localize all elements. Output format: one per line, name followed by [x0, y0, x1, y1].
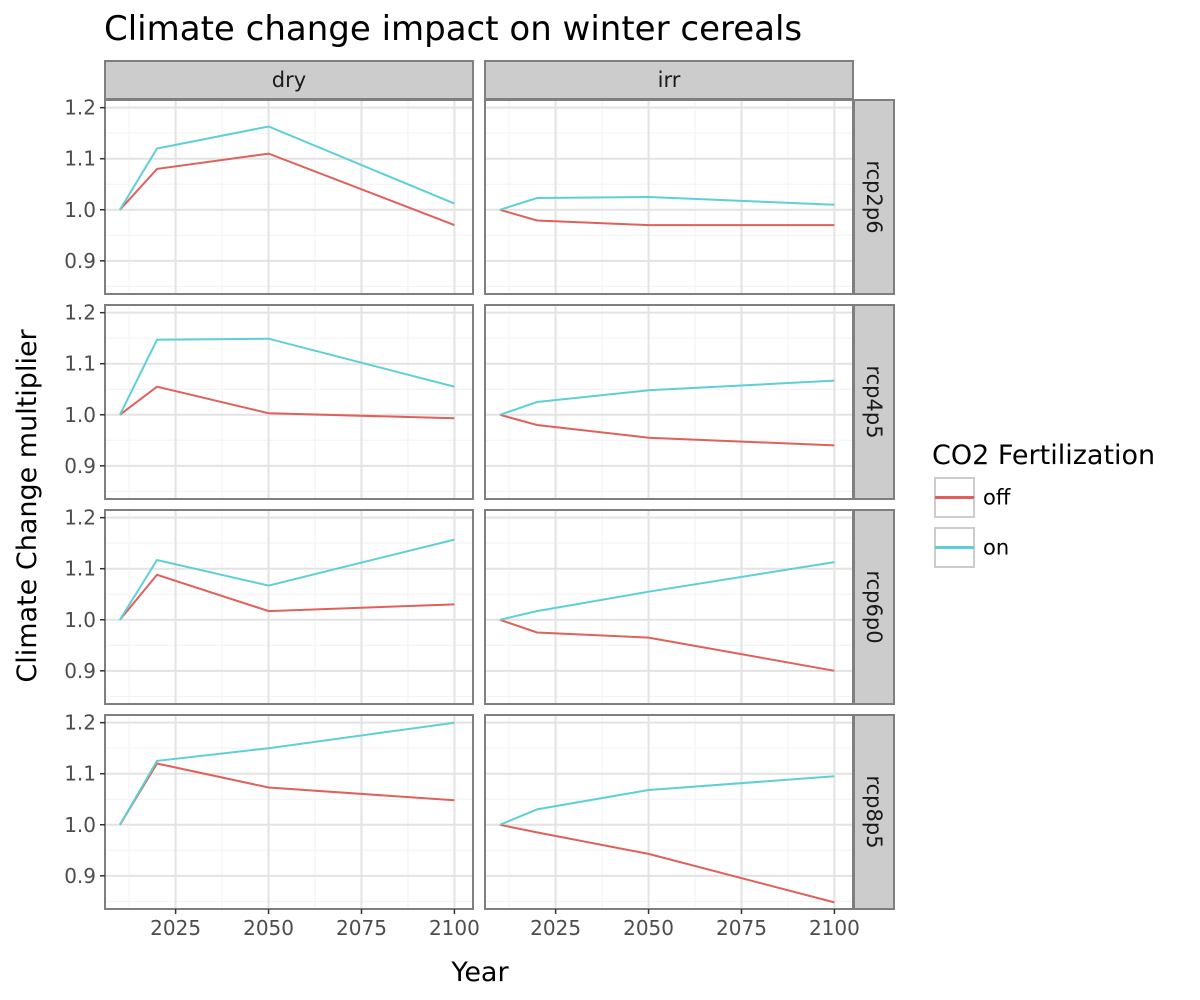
panel-border — [104, 304, 474, 500]
x-tick-label: 2050 — [243, 916, 294, 940]
x-tick-label: 2100 — [809, 916, 860, 940]
y-tick-label: 1.2 — [64, 301, 96, 325]
y-tick-label: 0.9 — [64, 864, 96, 888]
col-strip-label: irr — [658, 68, 681, 92]
series-line-off — [119, 385, 455, 420]
row-strip-rcp8p5 — [853, 714, 895, 910]
row-strip-label: rcp8p5 — [862, 775, 886, 848]
series-line-off — [499, 823, 835, 904]
chart-title: Climate change impact on winter cereals — [104, 9, 802, 49]
series-line-off — [119, 573, 455, 621]
row-strip-rcp4p5 — [853, 304, 895, 500]
legend: CO2 Fertilization off on — [932, 440, 1155, 568]
y-tick-label: 1.2 — [64, 506, 96, 530]
legend-label: on — [983, 536, 1009, 560]
series-line-off — [499, 208, 835, 227]
y-tick-label: 1.1 — [64, 557, 96, 581]
series-line-on — [119, 538, 455, 621]
x-tick-label: 2025 — [150, 916, 201, 940]
series-line-on — [119, 125, 455, 211]
legend-title: CO2 Fertilization — [932, 440, 1155, 471]
legend-label: off — [983, 486, 1011, 510]
series-line-on — [119, 721, 455, 826]
panel-irr-rcp6p0 — [484, 509, 854, 705]
panel-border — [104, 509, 474, 705]
series-line-on — [119, 337, 455, 416]
panel-dry-rcp4p5 — [104, 304, 474, 500]
series-line-off — [119, 152, 455, 227]
panel-irr-rcp2p6 — [484, 99, 854, 295]
legend-entry-off: off — [934, 477, 1011, 518]
y-tick-label: 1.0 — [64, 198, 96, 222]
y-tick-label: 1.0 — [64, 608, 96, 632]
row-strip-label: rcp4p5 — [862, 365, 886, 438]
col-strip-irr — [484, 60, 854, 100]
y-tick-label: 0.9 — [64, 454, 96, 478]
row-strip-label: rcp2p6 — [862, 160, 886, 233]
panel-irr-rcp4p5 — [484, 304, 854, 500]
panel-border — [104, 714, 474, 910]
series-line-off — [499, 413, 835, 447]
x-axis-title: Year — [450, 957, 509, 988]
col-strip-dry — [104, 60, 474, 100]
facet-panels — [104, 99, 854, 910]
y-tick-label: 1.2 — [64, 711, 96, 735]
row-strip-rcp6p0 — [853, 509, 895, 705]
panel-dry-rcp2p6 — [104, 99, 474, 295]
x-tick-label: 2075 — [716, 916, 767, 940]
x-tick-label: 2100 — [429, 916, 480, 940]
y-tick-label: 1.0 — [64, 813, 96, 837]
panel-irr-rcp8p5 — [484, 714, 854, 910]
y-tick-label: 1.1 — [64, 762, 96, 786]
x-tick-label: 2025 — [530, 916, 581, 940]
series-line-on — [499, 195, 835, 211]
y-tick-label: 1.1 — [64, 147, 96, 171]
y-axis-title: Climate Change multiplier — [12, 328, 43, 682]
row-strip-label: rcp6p0 — [862, 570, 886, 643]
legend-entry-on: on — [934, 527, 1009, 568]
y-tick-label: 0.9 — [64, 659, 96, 683]
x-axis-ticks: 2025 2050 2075 2100 2025 2050 2075 2100 — [150, 909, 860, 940]
row-strip-rcp2p6 — [853, 99, 895, 295]
facet-strips: rcp2p6 rcp4p5 rcp6p0 rcp8p5 dry irr — [104, 60, 895, 910]
series-line-on — [499, 561, 835, 621]
panel-dry-rcp6p0 — [104, 509, 474, 705]
panel-dry-rcp8p5 — [104, 714, 474, 910]
x-tick-label: 2050 — [623, 916, 674, 940]
y-tick-label: 1.0 — [64, 403, 96, 427]
series-line-on — [499, 775, 835, 826]
y-tick-label: 1.1 — [64, 352, 96, 376]
series-line-off — [499, 618, 835, 672]
col-strip-label: dry — [272, 68, 306, 92]
x-tick-label: 2075 — [336, 916, 387, 940]
series-line-on — [499, 379, 835, 416]
y-tick-label: 1.2 — [64, 96, 96, 120]
y-axis-ticks: 0.9 1.0 1.1 1.2 0.9 1.0 1.1 1.2 0.9 1.0 1.1 1.2 0.9 1… — [64, 96, 105, 888]
y-tick-label: 0.9 — [64, 249, 96, 273]
